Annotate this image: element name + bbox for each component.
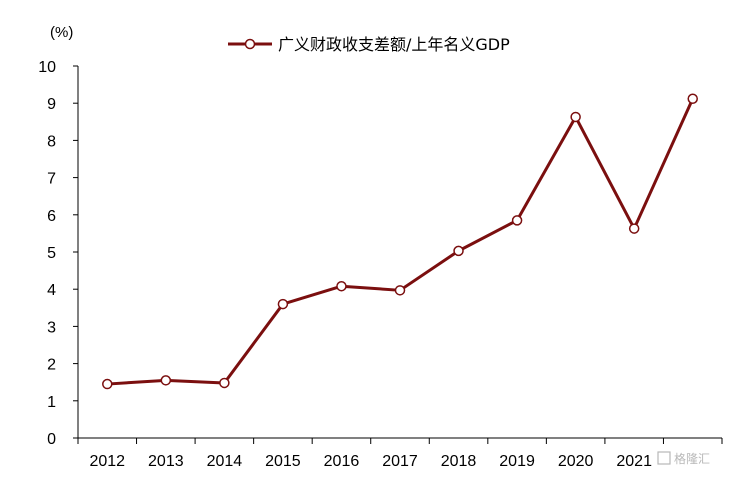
x-tick-label: 2016 bbox=[324, 453, 360, 470]
y-tick-label: 5 bbox=[47, 245, 56, 262]
data-point-marker bbox=[102, 378, 113, 390]
axes: 0 1 2 3 4 5 6 7 8 9 10 2012 2013 2014 2015 2016 2017 2018… bbox=[38, 59, 723, 470]
x-tick-label: 2020 bbox=[558, 453, 594, 470]
x-tick-label: 2018 bbox=[441, 453, 477, 470]
y-axis-unit-label: (%) bbox=[50, 24, 73, 41]
data-point-marker bbox=[570, 111, 581, 123]
data-point-marker bbox=[453, 245, 464, 257]
y-tick-label: 2 bbox=[47, 357, 56, 374]
x-tick-label: 2012 bbox=[89, 453, 125, 470]
data-point-marker bbox=[160, 375, 172, 386]
y-tick-label: 3 bbox=[47, 319, 56, 336]
x-tick-label: 2013 bbox=[148, 453, 184, 470]
data-point-marker bbox=[511, 215, 523, 226]
x-tick-label: 2019 bbox=[499, 453, 535, 470]
x-tick-label: 2021 bbox=[616, 453, 652, 470]
y-tick-label: 9 bbox=[47, 96, 56, 113]
data-point-marker bbox=[336, 280, 347, 292]
watermark-text: 格隆汇 bbox=[674, 451, 710, 466]
y-tick-label: 8 bbox=[47, 133, 56, 150]
data-point-marker bbox=[394, 285, 406, 296]
x-tick-label: 2015 bbox=[265, 453, 301, 470]
series-line bbox=[107, 98, 695, 386]
legend: 广义财政收支差额/上年名义GDP bbox=[228, 35, 510, 54]
legend-marker-swatch bbox=[244, 38, 256, 50]
data-point-marker bbox=[628, 223, 640, 234]
y-tick-label: 6 bbox=[47, 208, 56, 225]
watermark-logo-icon bbox=[657, 451, 671, 465]
y-tick-label: 0 bbox=[47, 431, 56, 448]
y-tick-label: 10 bbox=[38, 59, 56, 76]
watermark: 格隆汇 bbox=[657, 451, 710, 466]
y-tick-label: 1 bbox=[47, 394, 56, 411]
y-tick-label: 7 bbox=[47, 171, 56, 188]
data-point-marker bbox=[687, 93, 698, 104]
y-tick-label: 4 bbox=[47, 282, 56, 299]
series-line-group bbox=[102, 93, 698, 390]
x-tick-label: 2017 bbox=[382, 453, 418, 470]
data-point-marker bbox=[219, 377, 230, 389]
legend-label: 广义财政收支差额/上年名义GDP bbox=[278, 35, 510, 54]
data-point-marker bbox=[277, 298, 289, 310]
x-tick-label: 2014 bbox=[207, 453, 243, 470]
